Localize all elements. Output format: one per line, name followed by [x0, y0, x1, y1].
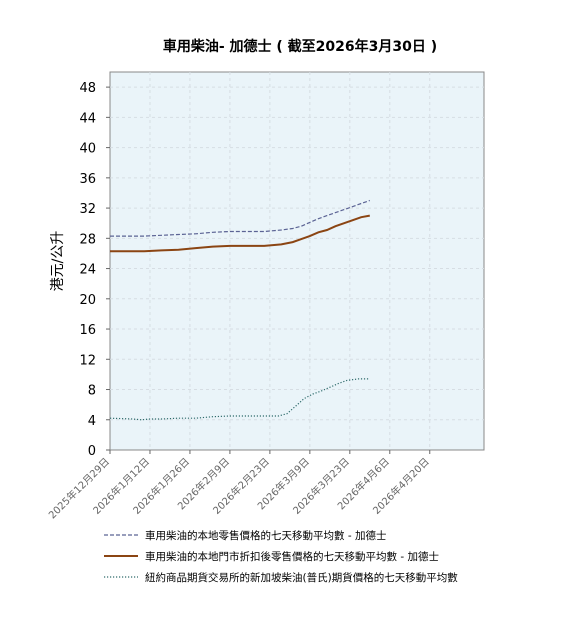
y-tick-label: 24: [79, 263, 96, 278]
y-tick-label: 48: [79, 81, 96, 96]
legend-label-1: 車用柴油的本地零售價格的七天移動平均數 - 加德士: [145, 529, 386, 542]
x-axis: 2025年12月29日2026年1月12日2026年1月26日2026年2月9日…: [46, 450, 432, 521]
legend-label-3: 紐約商品期貨交易所的新加坡柴油(普氏)期貨價格的七天移動平均數: [145, 571, 458, 584]
y-tick-label: 32: [79, 202, 96, 217]
y-tick-label: 16: [79, 323, 96, 338]
legend: 車用柴油的本地零售價格的七天移動平均數 - 加德士車用柴油的本地門市折扣後零售價…: [104, 529, 458, 584]
grid-lines: [110, 72, 484, 450]
legend-label-2: 車用柴油的本地門市折扣後零售價格的七天移動平均數 - 加德士: [145, 550, 439, 563]
y-tick-label: 12: [79, 353, 96, 368]
series-line-2: [110, 214, 370, 253]
y-axis-label: 港元/公升: [50, 231, 66, 292]
series-line-1: [110, 199, 370, 237]
y-tick-label: 0: [88, 444, 96, 459]
y-tick-label: 8: [88, 384, 96, 399]
y-tick-label: 20: [79, 293, 96, 308]
y-tick-label: 40: [79, 142, 96, 157]
y-tick-label: 28: [79, 232, 96, 247]
chart-title: 車用柴油- 加德士 ( 截至2026年3月30日 ): [163, 38, 437, 55]
series-line-3: [109, 378, 370, 421]
y-tick-label: 44: [79, 111, 96, 126]
y-tick-label: 4: [88, 414, 96, 429]
plot-area: [109, 71, 485, 451]
y-tick-label: 36: [79, 172, 96, 187]
series-group: [109, 199, 370, 421]
